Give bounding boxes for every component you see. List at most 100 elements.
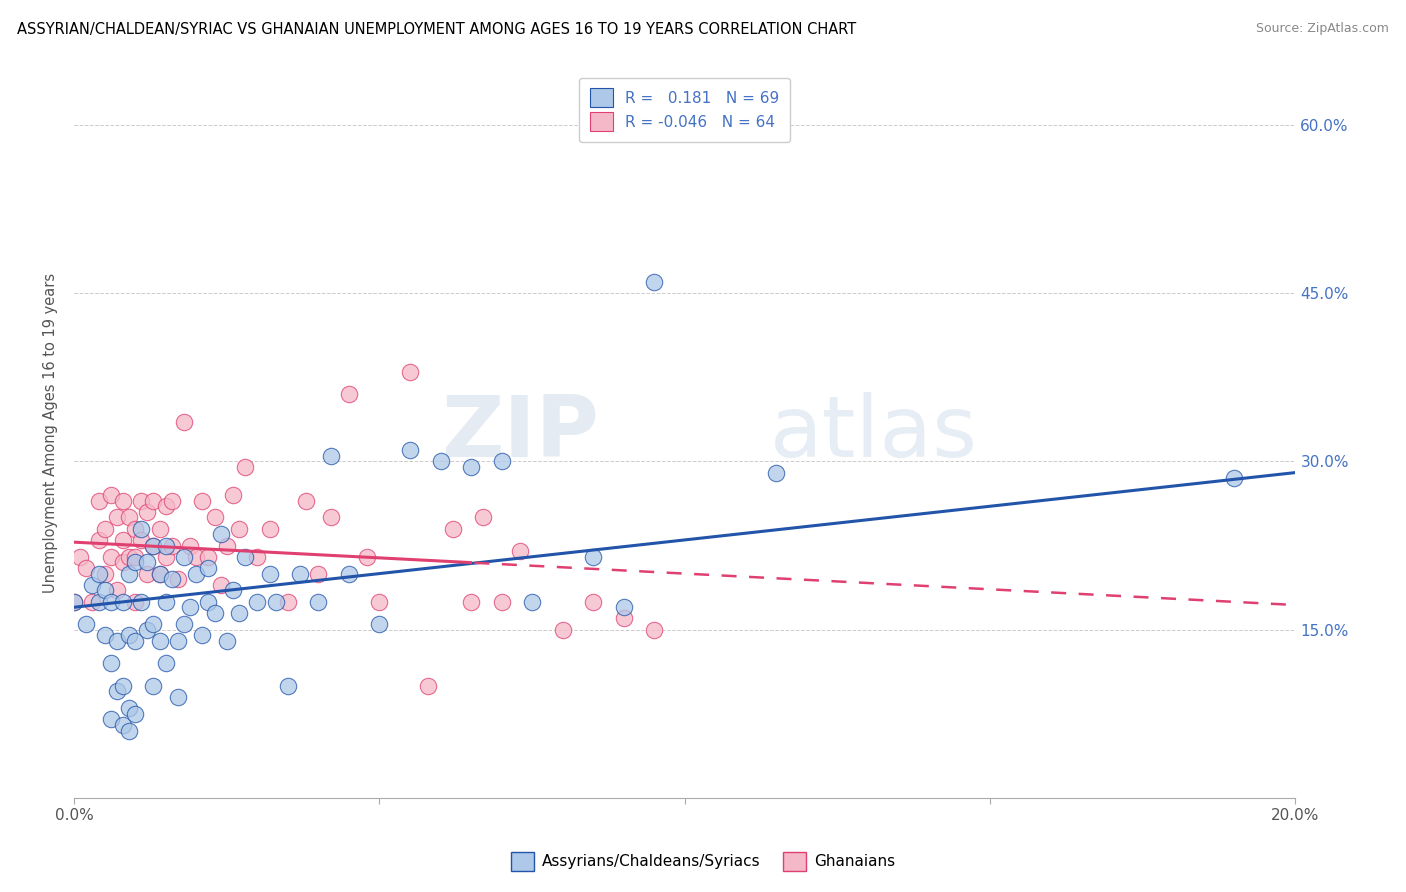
Point (173, 617, 195, 632)
Point (368, 617, 391, 632)
Point (197, 561, 219, 575)
Point (129, 493, 152, 508)
Point (173, 549, 195, 564)
Point (204, 606, 226, 620)
Point (215, 539, 238, 553)
Point (155, 549, 177, 564)
Point (197, 594, 219, 608)
Point (307, 566, 329, 581)
Point (100, 657, 122, 671)
Point (222, 583, 245, 598)
Point (418, 679, 440, 693)
Point (356, 549, 378, 564)
Text: atlas: atlas (770, 392, 979, 475)
Text: Source: ZipAtlas.com: Source: ZipAtlas.com (1256, 22, 1389, 36)
Point (124, 594, 146, 608)
Point (142, 539, 165, 553)
Point (93, 583, 115, 598)
Point (179, 539, 201, 553)
Point (118, 510, 141, 524)
Point (129, 522, 152, 536)
Point (111, 533, 134, 547)
Point (160, 493, 183, 508)
Point (643, 623, 665, 637)
Point (186, 566, 208, 581)
Point (82, 594, 104, 608)
Point (100, 488, 122, 502)
Point (111, 493, 134, 508)
Point (111, 718, 134, 732)
Point (337, 566, 360, 581)
Point (142, 679, 165, 693)
Point (167, 572, 190, 586)
Point (124, 522, 146, 536)
Point (63, 594, 86, 608)
Point (155, 594, 177, 608)
Point (149, 566, 172, 581)
Point (129, 533, 152, 547)
Point (142, 617, 165, 632)
Y-axis label: Unemployment Among Ages 16 to 19 years: Unemployment Among Ages 16 to 19 years (44, 273, 58, 593)
Point (228, 522, 250, 536)
Point (520, 594, 543, 608)
Point (368, 594, 391, 608)
Point (179, 600, 201, 615)
Point (1223, 471, 1246, 485)
Point (149, 566, 172, 581)
Point (93, 628, 115, 642)
Point (160, 539, 183, 553)
Point (259, 566, 281, 581)
Point (643, 275, 665, 289)
Point (319, 449, 342, 463)
Point (105, 684, 128, 698)
Point (160, 572, 183, 586)
Point (82, 578, 104, 592)
Point (209, 578, 232, 592)
Point (491, 454, 513, 468)
Point (173, 415, 195, 429)
Point (124, 634, 146, 648)
Point (124, 549, 146, 564)
Point (399, 443, 422, 458)
Point (87, 493, 110, 508)
Point (155, 657, 177, 671)
Point (100, 594, 122, 608)
Point (551, 623, 574, 637)
Point (277, 594, 299, 608)
Point (613, 611, 636, 625)
Point (259, 522, 281, 536)
Point (100, 713, 122, 727)
Point (118, 701, 141, 715)
Point (118, 628, 141, 642)
Point (105, 510, 128, 524)
Point (69, 549, 91, 564)
Point (87, 566, 110, 581)
Point (337, 387, 360, 401)
Legend: R =   0.181   N = 69, R = -0.046   N = 64: R = 0.181 N = 69, R = -0.046 N = 64 (579, 78, 790, 142)
Point (246, 549, 269, 564)
Point (87, 594, 110, 608)
Point (75, 617, 97, 632)
Point (155, 539, 177, 553)
Point (765, 466, 787, 480)
Point (142, 539, 165, 553)
Point (460, 460, 482, 475)
Point (613, 600, 636, 615)
Point (111, 594, 134, 608)
Point (441, 522, 464, 536)
Point (93, 522, 115, 536)
Point (149, 634, 172, 648)
Point (118, 723, 141, 738)
Point (264, 594, 287, 608)
Point (233, 460, 256, 475)
Point (136, 505, 159, 519)
Point (136, 566, 159, 581)
Point (228, 606, 250, 620)
Point (509, 544, 531, 558)
Point (307, 594, 329, 608)
Point (124, 555, 146, 569)
Point (204, 510, 226, 524)
Point (429, 454, 451, 468)
Legend: Assyrians/Chaldeans/Syriacs, Ghanaians: Assyrians/Chaldeans/Syriacs, Ghanaians (502, 843, 904, 880)
Point (191, 628, 214, 642)
